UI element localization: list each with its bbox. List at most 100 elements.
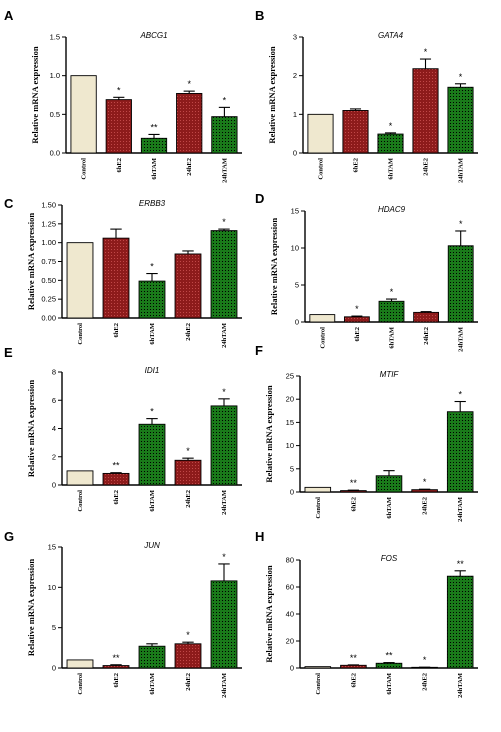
y-tick-label: 0 <box>290 488 294 497</box>
chart-title: ERBB3 <box>139 199 166 208</box>
significance-marker: * <box>186 630 190 640</box>
x-tick-label: Control <box>315 497 322 519</box>
x-tick-label: 6hTAM <box>389 327 396 349</box>
x-tick-label: 24hTAM <box>221 323 228 348</box>
significance-marker: ** <box>350 478 358 488</box>
significance-marker: * <box>423 655 427 665</box>
bar-6htam <box>138 423 166 486</box>
x-tick-label: 6hE2 <box>350 673 357 687</box>
y-tick-label: 6 <box>52 396 56 405</box>
chart-panel-e: E IDI1 Relative mRNA expression 0 2 4 6 8 Contro… <box>4 345 242 515</box>
y-axis-label: Relative mRNA expression <box>264 385 274 482</box>
chart-title: MTIF <box>380 370 400 379</box>
y-tick-label: 1.5 <box>50 33 60 42</box>
x-tick-label: 6hTAM <box>149 490 156 512</box>
y-tick-label: 0.25 <box>41 295 56 304</box>
x-tick-label: Control <box>77 323 84 345</box>
y-axis-label: Relative mRNA expression <box>30 46 40 143</box>
y-tick-label: 1.50 <box>41 201 56 210</box>
panel-letter: A <box>4 8 14 23</box>
y-tick-label: 0.50 <box>41 276 56 285</box>
x-tick-label: 6hTAM <box>386 673 393 695</box>
x-tick-label: 24hE2 <box>185 490 192 508</box>
bar-24he2 <box>174 253 202 319</box>
y-tick-label: 10 <box>286 441 294 450</box>
x-tick-label: 24hTAM <box>458 158 465 183</box>
y-tick-label: 0 <box>290 664 294 673</box>
bar-6he2 <box>340 664 367 669</box>
chart-title: HDAC9 <box>378 205 406 214</box>
y-tick-label: 1.0 <box>50 71 60 80</box>
bar-6htam <box>140 137 168 154</box>
y-tick-label: 25 <box>286 372 294 381</box>
x-tick-label: 24hE2 <box>185 673 192 691</box>
x-tick-label: 24hE2 <box>422 497 429 515</box>
bar-24htam <box>210 405 238 486</box>
bar-6he2 <box>102 472 130 486</box>
bar-6he2 <box>343 316 370 323</box>
y-axis-label: Relative mRNA expression <box>267 46 277 143</box>
x-tick-label: Control <box>77 673 84 695</box>
bar-24he2 <box>411 489 438 493</box>
x-tick-label: 24hTAM <box>221 158 228 183</box>
bar-6htam <box>377 133 404 154</box>
chart-panel-c: C ERBB3 Relative mRNA expression 0.00 0.25 0.… <box>4 196 242 348</box>
y-tick-label: 4 <box>52 424 56 433</box>
significance-marker: * <box>424 47 428 57</box>
x-tick-label: 6hE2 <box>113 490 120 504</box>
chart-title: IDI1 <box>145 366 160 375</box>
bar-6htam <box>378 300 405 323</box>
significance-marker: * <box>355 304 359 314</box>
x-tick-label: 6hE2 <box>113 673 120 687</box>
x-tick-label: Control <box>315 673 322 695</box>
x-tick-label: 6hE2 <box>116 158 123 172</box>
y-tick-label: 15 <box>291 207 299 216</box>
y-tick-label: 1.25 <box>41 219 56 228</box>
y-axis-label: Relative mRNA expression <box>26 380 36 477</box>
y-tick-label: 20 <box>286 395 294 404</box>
y-tick-label: 0.75 <box>41 257 56 266</box>
chart-panel-h: H FOS Relative mRNA expression 0 20 40 60 80 Con… <box>255 529 478 698</box>
y-tick-label: 10 <box>48 583 56 592</box>
x-tick-label: 24hTAM <box>221 490 228 515</box>
panel-letter: F <box>255 343 263 358</box>
bar-24htam <box>211 116 238 154</box>
y-tick-label: 40 <box>286 610 294 619</box>
y-tick-label: 0 <box>295 318 299 327</box>
bar-24htam <box>447 245 474 323</box>
bar-control <box>66 470 94 486</box>
y-tick-label: 60 <box>286 583 294 592</box>
chart-panel-g: G JUN Relative mRNA expression 0 5 10 15 Contro… <box>4 529 242 698</box>
bar-24htam <box>210 580 238 669</box>
x-tick-label: 6hTAM <box>388 158 395 180</box>
significance-marker: ** <box>150 122 158 132</box>
y-tick-label: 15 <box>286 418 294 427</box>
chart-panel-f: F MTIF Relative mRNA expression 0 5 10 15 20 25 C… <box>255 343 478 522</box>
x-tick-label: 24hE2 <box>422 673 429 691</box>
bar-control <box>304 666 332 669</box>
significance-marker: * <box>187 79 191 89</box>
bar-6he2 <box>342 110 369 154</box>
significance-marker: * <box>223 95 227 105</box>
significance-marker: ** <box>350 653 358 663</box>
y-tick-label: 5 <box>295 281 299 290</box>
x-tick-label: 6hE2 <box>113 323 120 337</box>
y-axis-label: Relative mRNA expression <box>269 218 279 315</box>
x-tick-label: 6hTAM <box>386 497 393 519</box>
x-tick-label: 6hTAM <box>149 673 156 695</box>
y-tick-label: 3 <box>293 33 297 42</box>
panel-letter: D <box>255 191 264 206</box>
y-tick-label: 1 <box>293 110 297 119</box>
significance-marker: * <box>389 121 393 131</box>
chart-title: ABCG1 <box>139 31 167 40</box>
significance-marker: * <box>423 477 427 487</box>
significance-marker: * <box>458 390 462 400</box>
x-tick-label: Control <box>77 490 84 512</box>
bar-control <box>70 75 97 154</box>
y-tick-label: 5 <box>52 623 56 632</box>
y-tick-label: 0.5 <box>50 110 60 119</box>
y-tick-label: 2 <box>293 71 297 80</box>
significance-marker: * <box>150 262 154 272</box>
y-tick-label: 5 <box>290 464 294 473</box>
